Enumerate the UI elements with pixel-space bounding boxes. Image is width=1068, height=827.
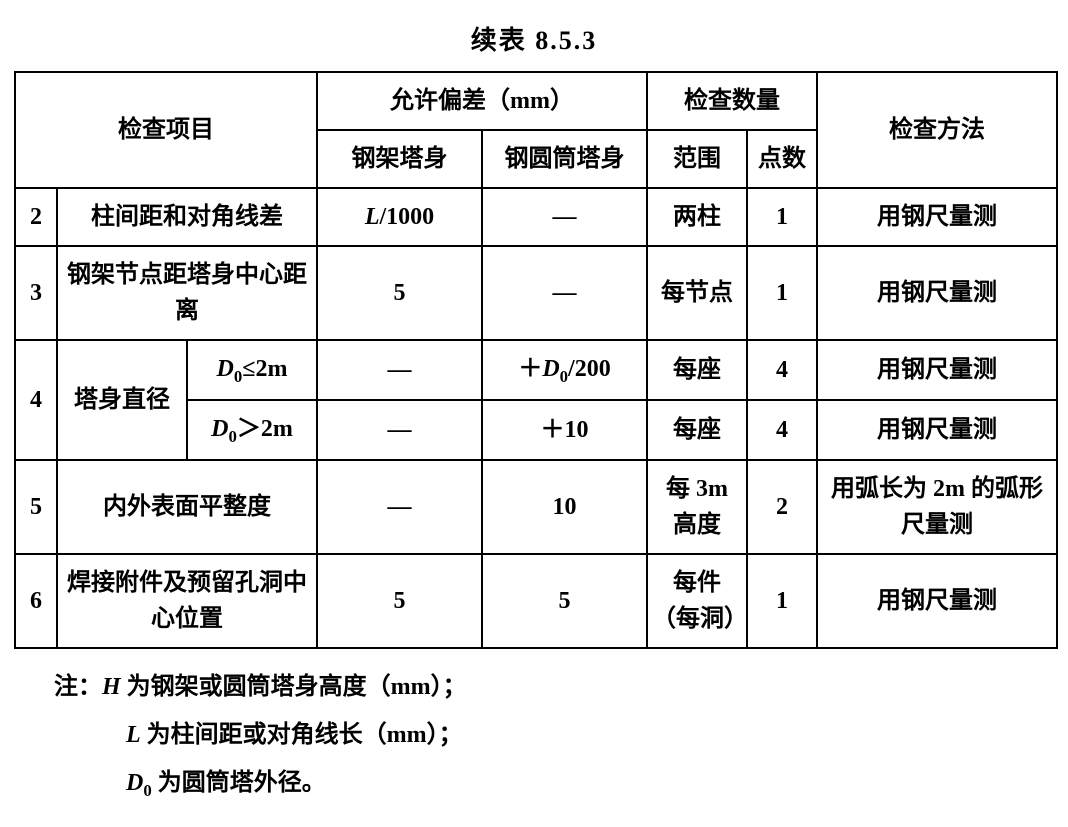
row-scope: 每件（每洞） [647,554,747,648]
header-method: 检查方法 [817,72,1057,188]
row-method: 用钢尺量测 [817,188,1057,246]
row-count: 4 [747,400,817,460]
row-tol2: 10 [482,460,647,554]
row-tol2: ＋10 [482,400,647,460]
row-num: 5 [15,460,57,554]
row-count: 1 [747,188,817,246]
row-num: 2 [15,188,57,246]
row-tol1: — [317,460,482,554]
row-scope: 每座 [647,400,747,460]
header-tol-steel-cyl: 钢圆筒塔身 [482,130,647,188]
row-method: 用钢尺量测 [817,554,1057,648]
header-tolerance: 允许偏差（mm） [317,72,647,130]
header-quantity: 检查数量 [647,72,817,130]
row-tol1: — [317,340,482,400]
row-tol1: — [317,400,482,460]
row-method: 用钢尺量测 [817,400,1057,460]
row-item: 焊接附件及预留孔洞中心位置 [57,554,317,648]
row-item: 内外表面平整度 [57,460,317,554]
header-item: 检查项目 [15,72,317,188]
row-scope: 每座 [647,340,747,400]
header-count: 点数 [747,130,817,188]
row-method: 用钢尺量测 [817,340,1057,400]
row-scope: 两柱 [647,188,747,246]
row-count: 1 [747,246,817,340]
note-line: D0 为圆筒塔外径。 [54,759,1054,807]
row-count: 2 [747,460,817,554]
row-item: 塔身直径 [57,340,187,460]
row-tol1: 5 [317,246,482,340]
note-prefix: 注： [54,674,102,700]
row-item: 钢架节点距塔身中心距离 [57,246,317,340]
table-notes: 注：H 为钢架或圆筒塔身高度（mm）； L 为柱间距或对角线长（mm）； D0 … [14,663,1054,807]
row-method: 用弧长为 2m 的弧形尺量测 [817,460,1057,554]
row-count: 4 [747,340,817,400]
row-subitem: D0≤2m [187,340,317,400]
note-text: H 为钢架或圆筒塔身高度（mm）； [102,674,467,700]
row-tol1: 5 [317,554,482,648]
table-title: 续表 8.5.3 [14,20,1054,57]
note-line: L 为柱间距或对角线长（mm）； [54,711,1054,759]
row-tol2: 5 [482,554,647,648]
row-tol2: — [482,246,647,340]
table-row: 6 焊接附件及预留孔洞中心位置 5 5 每件（每洞） 1 用钢尺量测 [15,554,1057,648]
row-num: 4 [15,340,57,460]
header-tol-steel-frame: 钢架塔身 [317,130,482,188]
row-num: 6 [15,554,57,648]
row-tol1: L/1000 [317,188,482,246]
table-row: 3 钢架节点距塔身中心距离 5 — 每节点 1 用钢尺量测 [15,246,1057,340]
header-scope: 范围 [647,130,747,188]
table-row: 4 塔身直径 D0≤2m — ＋D0/200 每座 4 用钢尺量测 [15,340,1057,400]
note-line: 注：H 为钢架或圆筒塔身高度（mm）； [54,663,1054,711]
row-tol2: — [482,188,647,246]
row-subitem: D0＞2m [187,400,317,460]
header-row-1: 检查项目 允许偏差（mm） 检查数量 检查方法 [15,72,1057,130]
row-item: 柱间距和对角线差 [57,188,317,246]
table-row: 5 内外表面平整度 — 10 每 3m 高度 2 用弧长为 2m 的弧形尺量测 [15,460,1057,554]
row-count: 1 [747,554,817,648]
row-scope: 每 3m 高度 [647,460,747,554]
spec-table: 检查项目 允许偏差（mm） 检查数量 检查方法 钢架塔身 钢圆筒塔身 范围 点数… [14,71,1058,649]
row-tol2: ＋D0/200 [482,340,647,400]
row-num: 3 [15,246,57,340]
table-row: 2 柱间距和对角线差 L/1000 — 两柱 1 用钢尺量测 [15,188,1057,246]
row-method: 用钢尺量测 [817,246,1057,340]
row-scope: 每节点 [647,246,747,340]
